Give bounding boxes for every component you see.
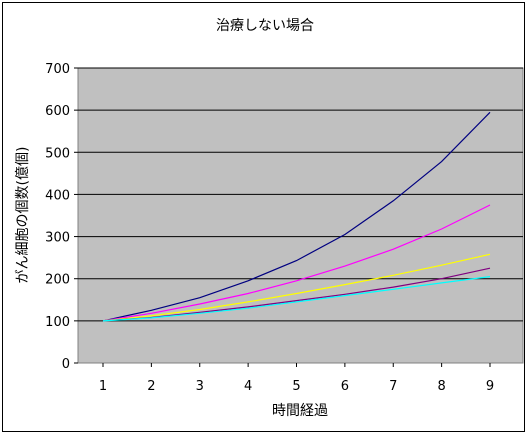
chart-frame: 治療しない場合 0 100 200 300 400 500 600 700 1 2 3 4 5 6 7 8 9… (2, 2, 525, 432)
y-axis-ticks: 0 100 200 300 400 500 600 700 (45, 62, 78, 372)
x-tick-label: 3 (196, 379, 204, 394)
chart-title: 治療しない場合 (216, 17, 314, 34)
x-tick-label: 2 (147, 379, 155, 394)
x-tick-label: 8 (437, 379, 445, 394)
series-lines (102, 111, 491, 322)
y-axis-label: がん細胞の個数(億個) (15, 147, 31, 284)
y-tick-label: 500 (45, 146, 70, 161)
x-tick-label: 4 (244, 379, 252, 394)
y-tick-label: 700 (45, 62, 70, 77)
x-tick-label: 5 (292, 379, 300, 394)
series-line-3 (102, 253, 491, 322)
gridlines (78, 67, 523, 364)
x-axis-ticks: 1 2 3 4 5 6 7 8 9 (99, 363, 494, 394)
y-tick-label: 300 (45, 231, 70, 246)
x-tick-label: 1 (99, 379, 107, 394)
series-line-2 (102, 204, 491, 322)
y-tick-label: 100 (45, 315, 70, 330)
x-tick-label: 7 (389, 379, 397, 394)
y-tick-label: 200 (45, 273, 70, 288)
x-tick-label: 9 (486, 379, 494, 394)
x-tick-label: 6 (341, 379, 349, 394)
y-tick-label: 0 (62, 357, 70, 372)
y-tick-label: 400 (45, 188, 70, 203)
series-line-1 (102, 111, 491, 322)
chart-svg: 治療しない場合 0 100 200 300 400 500 600 700 1 2 3 4 5 6 7 8 9… (15, 17, 524, 419)
series-line-5 (102, 276, 491, 322)
x-axis-label: 時間経過 (272, 403, 328, 419)
plot-area (77, 67, 524, 364)
y-tick-label: 600 (45, 104, 70, 119)
